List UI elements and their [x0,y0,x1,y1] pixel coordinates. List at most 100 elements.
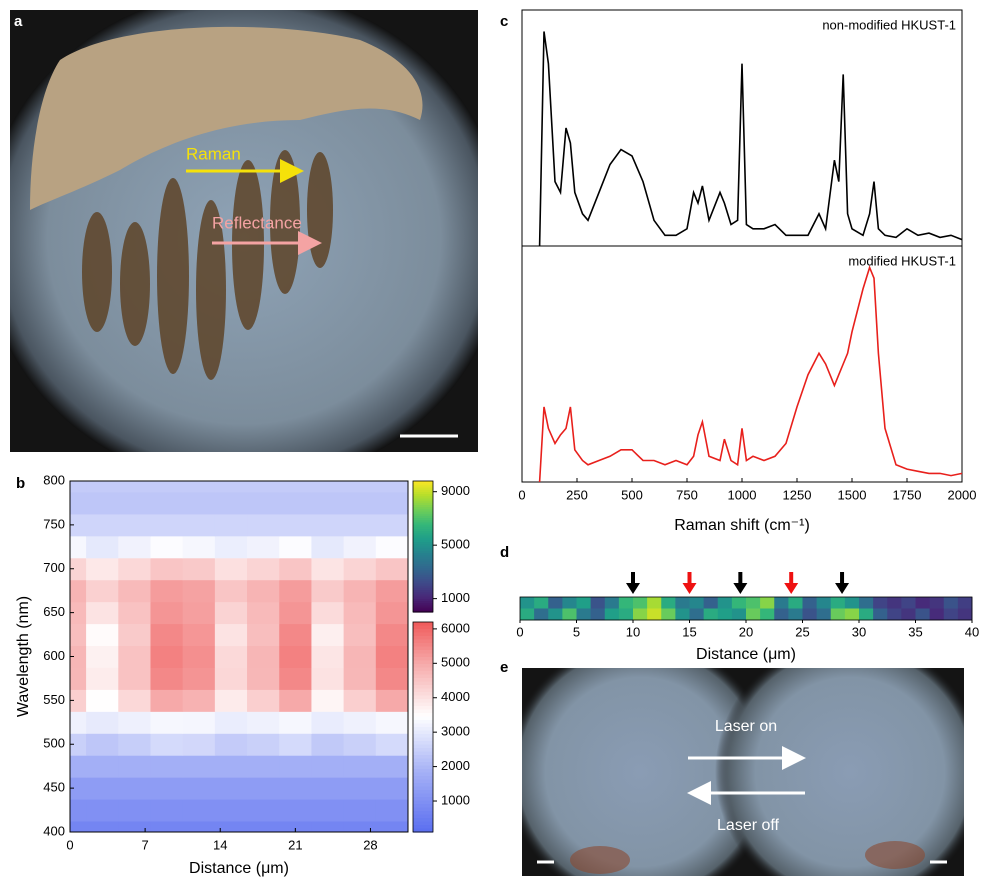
contour-cell [311,799,345,822]
contour-cell [279,557,312,581]
contour-cell [150,557,184,581]
y-axis-label: Wavelength (nm) [15,596,32,717]
x-tick-label: 2000 [948,487,977,502]
contour-cell [70,557,87,581]
colorbar-step [413,553,433,556]
colorbar-step [413,537,433,541]
contour-cell [311,535,345,559]
colorbar-step [413,660,433,665]
heatmap-cell [520,608,535,621]
heatmap-cell [746,597,761,609]
contour-cell [118,535,151,559]
heatmap-cell [901,608,916,621]
colorbar-step [413,650,433,655]
colorbar-tick-label: 1000 [441,590,470,605]
contour-cell [182,645,216,668]
colorbar-step [413,515,433,519]
contour-cell [182,579,216,603]
colorbar-step [413,758,433,763]
contour-cell [375,711,408,734]
heatmap-cell [689,608,705,621]
colorbar-step [413,535,433,539]
contour-cell [86,755,119,778]
contour-cell [182,689,216,712]
contour-cell [247,755,280,778]
contour-cell [118,601,151,625]
heatmap-cell [816,608,832,621]
colorbar-step [413,821,433,826]
contour-cell [118,623,151,647]
plot-frame [521,9,963,247]
x-tick-label: 25 [795,624,809,639]
colorbar-step [413,818,433,823]
y-tick-label: 700 [43,560,65,575]
colorbar-tick-label: 3000 [441,724,470,739]
contour-cell [214,711,248,734]
contour-cell [279,777,312,800]
contour-cell [279,733,312,756]
contour-cell [150,755,184,778]
contour-cell [343,711,377,734]
contour-cell [118,491,151,515]
colorbar-step [413,765,433,770]
colorbar-step [413,511,433,515]
contour-cell [247,799,280,822]
contour-cell [343,481,377,493]
heatmap-cell [562,597,577,609]
y-tick-label: 550 [43,692,65,707]
x-tick-label: 0 [518,487,525,502]
heatmap-cell [873,597,888,609]
heatmap-cell [562,608,577,621]
contour-cell [182,491,216,515]
colorbar-step [413,646,433,651]
colorbar-frame [412,480,434,613]
heatmap-cell [929,597,945,609]
colorbar-step [413,629,433,634]
colorbar-step [413,692,433,697]
heatmap-cell [957,597,973,609]
x-tick-label: 21 [288,837,302,852]
colorbar-step [413,828,433,833]
contour-cell [70,821,87,832]
y-tick-label: 500 [43,736,65,751]
contour-cell [118,667,151,690]
contour-cell [214,733,248,756]
x-tick-label: 0 [66,837,73,852]
colorbar-step [413,579,433,583]
micrograph-a [10,10,478,452]
heatmap-cell [816,597,832,609]
colorbar-step [413,601,433,604]
colorbar-step [413,609,433,613]
heatmap-cell [802,597,818,609]
contour-cell [214,601,248,625]
contour-cell [150,667,184,690]
y-tick-label: 650 [43,604,65,619]
contour-cell [311,755,345,778]
contour-cell [375,755,408,778]
contour-cell [279,535,312,559]
colorbar-step [413,807,433,812]
colorbar-step [413,557,433,561]
contour-cell [70,645,87,668]
contour-cell [150,579,184,603]
colorbar-step [413,643,433,648]
contour-cell [118,733,151,756]
contour-cell [86,601,119,625]
contour-cell [343,579,377,603]
colorbar-step [413,727,433,732]
colorbar-step [413,674,433,679]
heatmap-cell [675,608,690,621]
colorbar-step [413,706,433,711]
contour-cell [86,491,119,515]
contour-cell [70,711,87,734]
colorbar-step [413,570,433,574]
x-tick-label: 500 [621,487,643,502]
heatmap-cell [774,608,789,621]
contour-cell [70,799,87,822]
arrow-label: Raman [186,144,241,163]
contour-cell [70,733,87,756]
colorbar-step [413,502,433,506]
colorbar-step [413,657,433,662]
heatmap-cell [534,608,549,621]
